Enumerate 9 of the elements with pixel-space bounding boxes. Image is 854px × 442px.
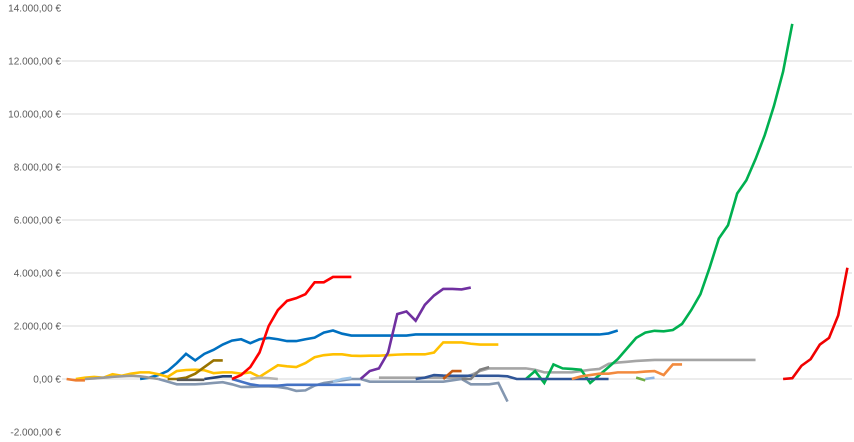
y-tick-label: 12.000,00 €	[8, 56, 62, 68]
y-tick-label: 4.000,00 €	[14, 268, 62, 280]
y-tick-label: 8.000,00 €	[14, 162, 62, 174]
y-tick-label: 6.000,00 €	[14, 216, 62, 226]
y-tick-label: 10.000,00 €	[8, 110, 62, 120]
y-tick-label: 2.000,00 €	[14, 322, 62, 332]
y-tick-label: -2.000,00 €	[10, 428, 62, 438]
y-tick-label: 14.000,00 €	[8, 4, 62, 14]
y-tick-label: 0,00 €	[33, 374, 62, 386]
